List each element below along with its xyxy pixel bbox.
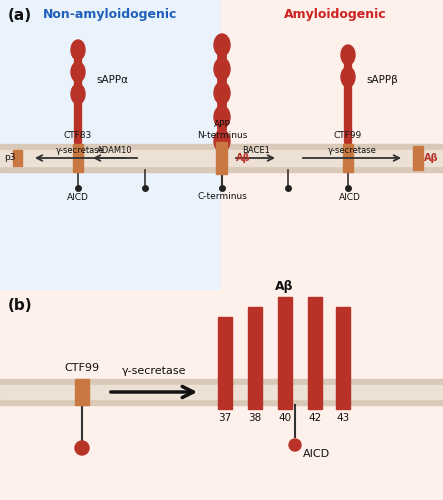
Text: ADAM10: ADAM10 [97,146,133,155]
Text: sAPPα: sAPPα [96,75,128,85]
Text: Non-amyloidogenic: Non-amyloidogenic [43,8,177,21]
Ellipse shape [71,40,85,60]
Text: sAPPβ: sAPPβ [366,75,398,85]
Text: AICD: AICD [303,449,330,459]
Text: (b): (b) [8,298,33,313]
Text: CTF99: CTF99 [334,131,362,140]
Text: Aβ: Aβ [236,153,251,163]
Bar [278,297,292,409]
Ellipse shape [214,34,230,56]
Ellipse shape [341,67,355,87]
Text: p3: p3 [4,154,16,162]
Text: BACE1: BACE1 [242,146,270,155]
Text: (a): (a) [8,8,32,23]
Bar [0,0,222,290]
Ellipse shape [214,58,230,80]
Bar [248,307,262,409]
Bar [413,146,423,170]
Text: Aβ: Aβ [275,280,293,293]
Text: AICD: AICD [339,193,361,202]
Text: AICD: AICD [67,193,89,202]
Text: Amyloidogenic: Amyloidogenic [284,8,386,21]
Ellipse shape [71,62,85,82]
Bar [343,144,353,172]
Bar [218,317,232,409]
Ellipse shape [214,130,230,152]
Bar [0,150,443,166]
Text: APP
N-terminus: APP N-terminus [197,120,247,140]
Bar [0,385,443,399]
Bar [217,142,228,174]
Bar [75,379,89,405]
Ellipse shape [214,82,230,104]
Bar [308,297,322,409]
Text: Aβ: Aβ [424,153,439,163]
Text: 43: 43 [336,413,350,423]
Bar [0,144,443,172]
Bar [13,150,23,166]
Ellipse shape [289,439,301,451]
Text: 40: 40 [279,413,291,423]
Text: γ-secretase: γ-secretase [55,146,105,155]
Text: 42: 42 [308,413,322,423]
Bar [336,307,350,409]
Text: γ-secretase: γ-secretase [327,146,377,155]
Ellipse shape [214,106,230,128]
Text: 37: 37 [218,413,232,423]
Text: CTF83: CTF83 [64,131,92,140]
Ellipse shape [341,45,355,65]
Text: CTF99: CTF99 [64,363,100,373]
Ellipse shape [71,84,85,104]
Text: 38: 38 [249,413,262,423]
Bar [73,144,83,172]
Text: C-terminus: C-terminus [197,192,247,201]
Text: γ-secretase: γ-secretase [122,366,186,376]
Bar [0,379,443,405]
Bar [222,0,443,290]
Ellipse shape [75,441,89,455]
